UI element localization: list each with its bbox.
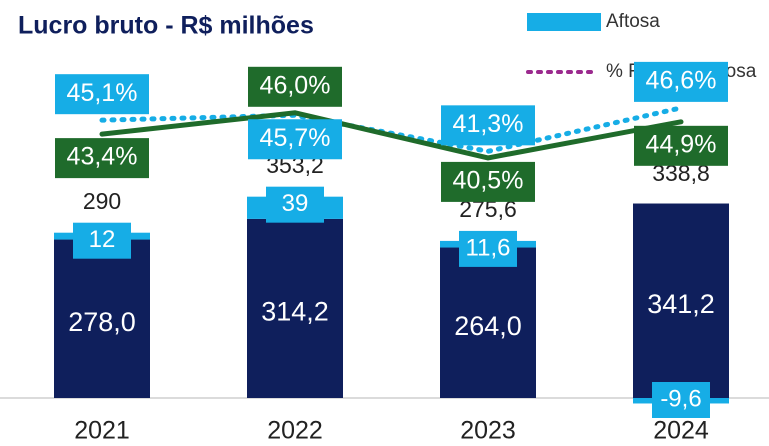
bar-segment (440, 247, 536, 398)
label-box (459, 230, 517, 267)
line (99, 105, 684, 154)
total-label: 290 (83, 188, 121, 214)
bar-segment (633, 203, 729, 398)
label-box (441, 105, 535, 146)
x-tick-label: 2021 (74, 417, 130, 445)
x-tick-label: 2022 (267, 417, 323, 445)
label-box (248, 66, 342, 107)
bar-label: 314,2 (261, 297, 329, 327)
line-label: 41,3% (453, 110, 524, 138)
legend-label: Aftosa (606, 11, 660, 32)
bar-label: 11,6 (466, 234, 511, 261)
label-box (634, 61, 728, 102)
label-box (634, 125, 728, 166)
label-box (441, 161, 535, 202)
legend-swatch (527, 13, 601, 31)
label-box (248, 119, 342, 160)
chart-title: Lucro bruto - R$ milhões (18, 12, 314, 40)
bar-label: 12 (89, 226, 116, 253)
bar-label: 264,0 (454, 311, 522, 341)
x-tick-label: 2024 (653, 417, 709, 445)
line-label: 44,9% (646, 130, 717, 158)
bar-label: 341,2 (647, 289, 715, 319)
label-box (652, 382, 710, 418)
label-box (73, 222, 131, 259)
line-label: 43,4% (67, 143, 138, 171)
line-label: 40,5% (453, 167, 524, 195)
x-tick-label: 2023 (460, 417, 516, 445)
bar-label: -9,6 (660, 385, 701, 412)
line-label: 46,0% (260, 71, 331, 99)
line-label: 45,1% (67, 79, 138, 107)
line (99, 110, 684, 161)
label-box (55, 74, 149, 115)
line-label: 46,6% (646, 66, 717, 94)
bar-segment (54, 239, 150, 398)
label-box (266, 186, 324, 223)
label-box (55, 138, 149, 179)
bar-label: 39 (282, 190, 309, 217)
line-label: 45,7% (260, 124, 331, 152)
bar-segment (247, 218, 343, 398)
bar-label: 278,0 (68, 307, 136, 337)
